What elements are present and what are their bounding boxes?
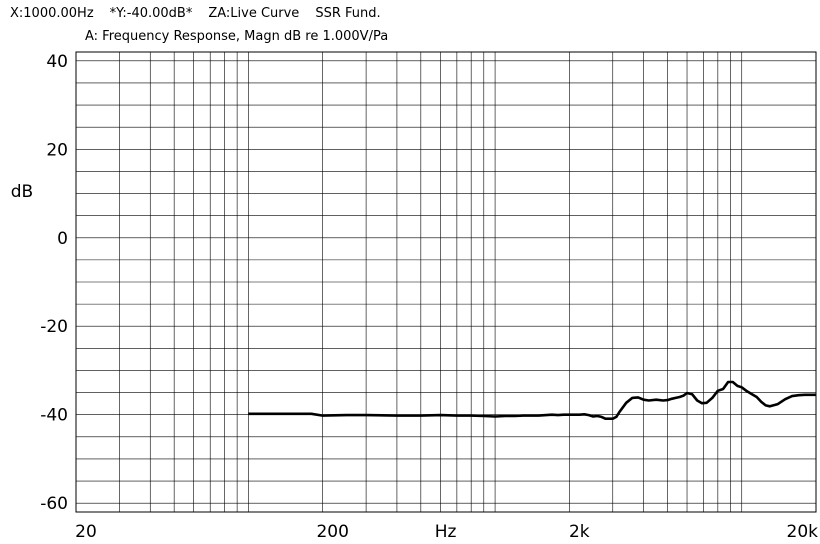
y-axis-label: dB xyxy=(11,182,33,202)
response-curve xyxy=(248,380,816,421)
za-readout: ZA:Live Curve xyxy=(208,6,300,21)
y-readout: *Y:-40.00dB* xyxy=(109,6,193,21)
x-tick-label: 200 xyxy=(316,522,348,542)
y-tick-label: -40 xyxy=(40,406,68,426)
y-tick-label: -60 xyxy=(40,494,68,514)
x-readout: X:1000.00Hz xyxy=(10,6,94,21)
y-tick-label: -20 xyxy=(40,317,68,337)
cursor-readout: X:1000.00Hz *Y:-40.00dB* ZA:Live Curve SSR … xyxy=(10,6,397,21)
y-tick-label: 20 xyxy=(46,140,68,160)
chart-subtitle: A: Frequency Response, Magn dB re 1.000V… xyxy=(85,29,389,44)
x-axis-label: Hz xyxy=(435,522,457,542)
y-tick-label: 40 xyxy=(46,52,68,72)
mode-readout: SSR Fund. xyxy=(315,6,381,21)
x-tick-label: 20 xyxy=(75,522,97,542)
y-tick-label: 0 xyxy=(57,229,68,249)
x-tick-label: 20k xyxy=(787,522,819,542)
x-tick-label: 2k xyxy=(569,522,590,542)
